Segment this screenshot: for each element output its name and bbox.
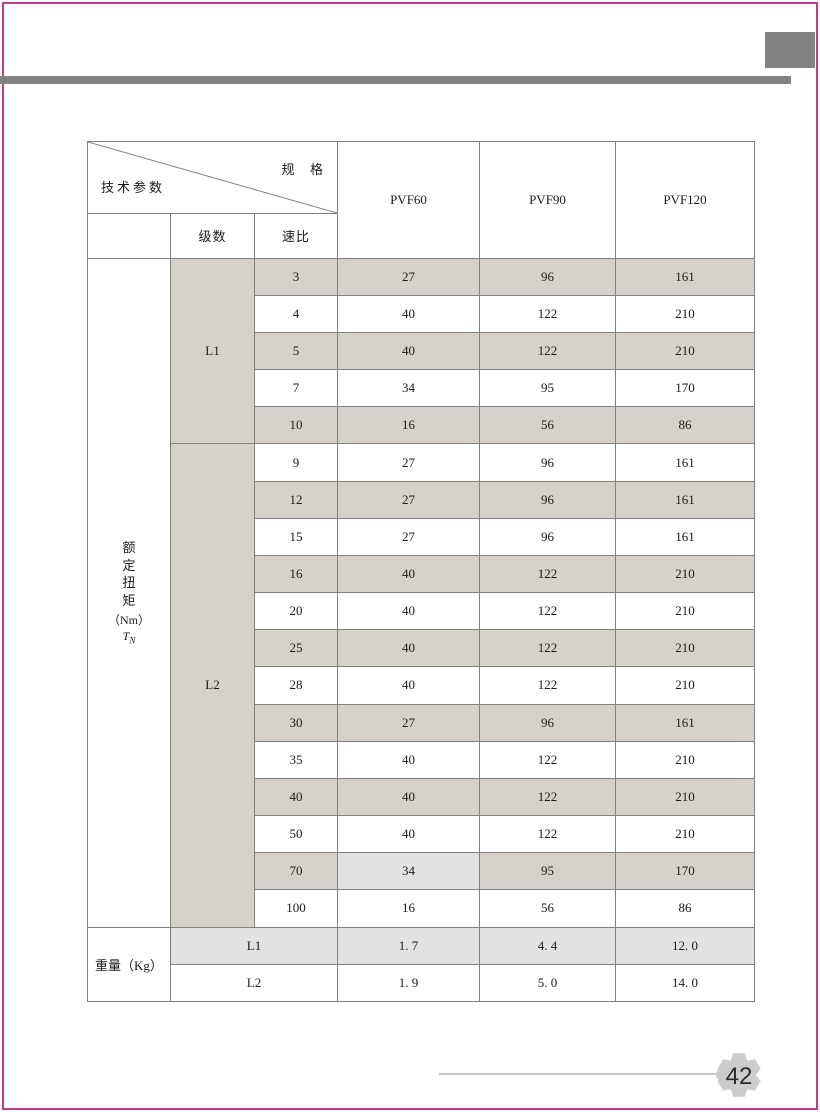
svg-text:42: 42: [726, 1063, 753, 1090]
